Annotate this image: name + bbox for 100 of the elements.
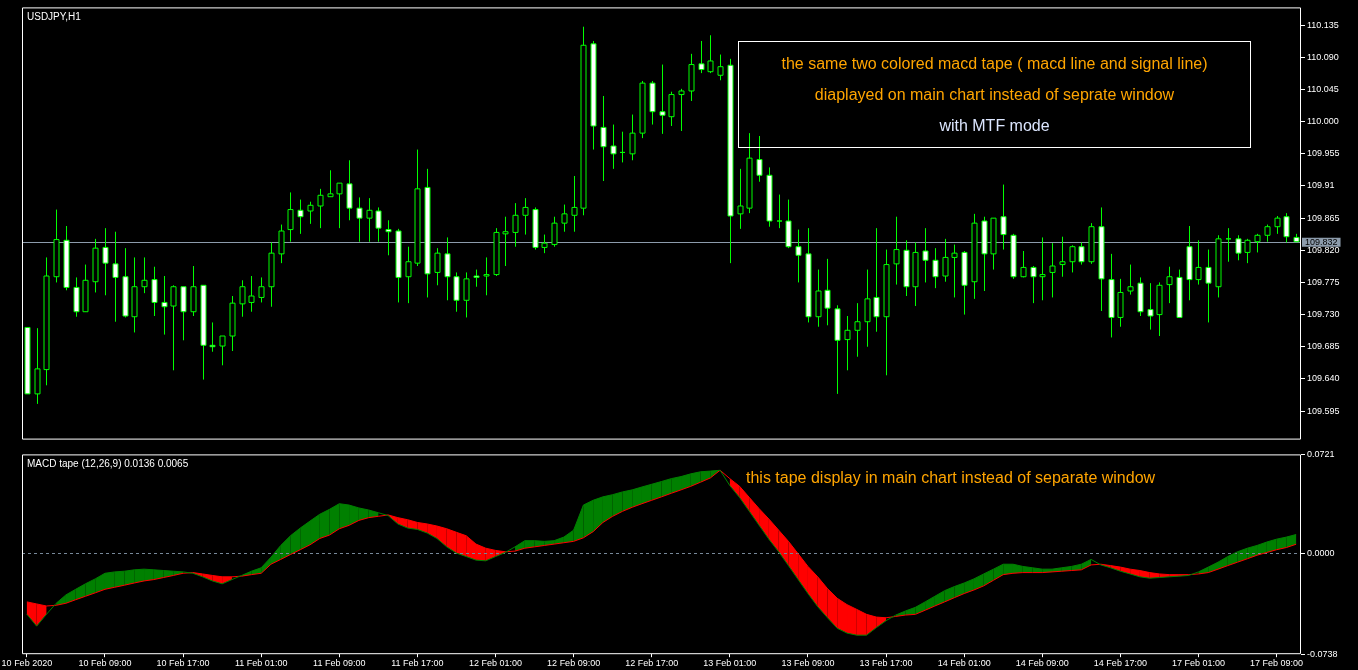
candlestick [512,202,519,248]
x-tick-label: 14 Feb 09:00 [1015,658,1069,669]
y-tick-label: 110.000 [1307,116,1339,127]
candlestick [571,175,578,233]
chart-title: USDJPY,H1 [27,11,82,23]
candlestick [1030,265,1037,304]
candlestick [1069,244,1076,273]
candlestick [375,206,382,243]
x-tick-label: 17 Feb 01:00 [1171,658,1226,669]
candlestick [942,238,949,283]
x-tick-label: 12 Feb 17:00 [625,658,679,669]
candlestick [307,201,314,225]
y-tick-label: 109.730 [1307,309,1340,320]
candlestick [698,40,705,74]
candlestick [1225,227,1232,263]
candlestick [932,247,939,289]
x-tick-label: 10 Feb 2020 [1,658,53,669]
candlestick [707,34,714,74]
candlestick [1195,239,1202,286]
candlestick [1254,233,1261,253]
candlestick [873,227,880,333]
candlestick [1127,264,1134,296]
x-tick-label: 14 Feb 01:00 [937,658,991,669]
candlestick [1020,250,1027,278]
chart-title: MACD tape (12,26,9) 0.0136 0.0065 [27,458,189,470]
candlestick [1000,184,1007,251]
candlestick [385,219,392,256]
x-tick-label: 11 Feb 17:00 [391,658,444,669]
y-tick-label: 109.775 [1307,276,1340,287]
x-tick-label: 11 Feb 01:00 [235,658,288,669]
x-tick-label: 17 Feb 09:00 [1250,658,1304,669]
candlestick [893,216,900,286]
candlestick [161,275,168,336]
x-tick-label: 13 Feb 09:00 [781,658,835,669]
candlestick [1078,241,1085,266]
candlestick [1235,234,1242,261]
y-tick-label: 109.820 [1307,244,1340,255]
x-tick-label: 12 Feb 09:00 [547,658,601,669]
y-tick-label: 110.090 [1307,51,1339,62]
candlestick [864,269,871,348]
y-tick-label: -0.0738 [1307,648,1338,659]
y-tick-label: 0.0721 [1307,448,1335,459]
candlestick [239,279,246,318]
y-tick-label: 109.640 [1307,373,1340,384]
candlestick [795,229,802,283]
candlestick [776,194,783,229]
candlestick [151,266,158,317]
candlestick [327,169,334,198]
candlestick [561,204,568,233]
candlestick [659,64,666,135]
candlestick [278,224,285,264]
x-tick-label: 13 Feb 01:00 [703,658,757,669]
candlestick [610,124,617,170]
candlestick [668,91,675,127]
candlestick [844,315,851,371]
candlestick [463,271,470,318]
x-tick-label: 12 Feb 01:00 [469,658,523,669]
candlestick [737,168,744,230]
y-tick-label: 110.045 [1307,84,1339,95]
candlestick [1166,266,1173,304]
y-tick-label: 109.595 [1307,405,1340,416]
candlestick [717,54,724,81]
candlestick [336,182,343,229]
candlestick [297,199,304,235]
candlestick [1147,282,1154,331]
candlestick [444,236,451,301]
y-tick-label: 109.865 [1307,212,1340,223]
candlestick [551,216,558,248]
y-tick-label: 0.0000 [1307,547,1335,558]
y-tick-label: 109.91 [1307,180,1335,191]
annotation: with MTF mode [938,117,1051,135]
candlestick [209,321,216,353]
candlestick [248,275,255,313]
x-tick-label: 14 Feb 17:00 [1093,658,1147,669]
y-tick-label: 110.135 [1307,19,1339,30]
candlestick [356,196,363,243]
annotation: the same two colored macd tape ( macd line and signal line) [780,55,1209,73]
candlestick [141,256,148,294]
annotation: diaplayed on main chart instead of seprate window [813,86,1176,104]
candlestick [258,276,265,303]
candlestick [522,197,529,236]
candlestick [1059,236,1066,278]
candlestick [1039,236,1046,301]
candlestick [854,302,861,358]
candlestick [1244,238,1251,264]
x-tick-label: 10 Feb 17:00 [156,658,210,669]
x-tick-label: 13 Feb 17:00 [859,658,913,669]
candlestick [434,247,441,286]
candlestick [922,227,929,283]
candlestick [1205,249,1212,323]
candlestick [1049,242,1056,298]
annotation: this tape display in main chart instead of separate window [746,469,1156,487]
candlestick [219,335,226,366]
candlestick [678,88,685,132]
candlestick [629,114,636,161]
candlestick [366,197,373,243]
candlestick [502,216,509,267]
x-tick-label: 11 Feb 09:00 [313,658,366,669]
candlestick [317,188,324,229]
candlestick [170,284,177,371]
